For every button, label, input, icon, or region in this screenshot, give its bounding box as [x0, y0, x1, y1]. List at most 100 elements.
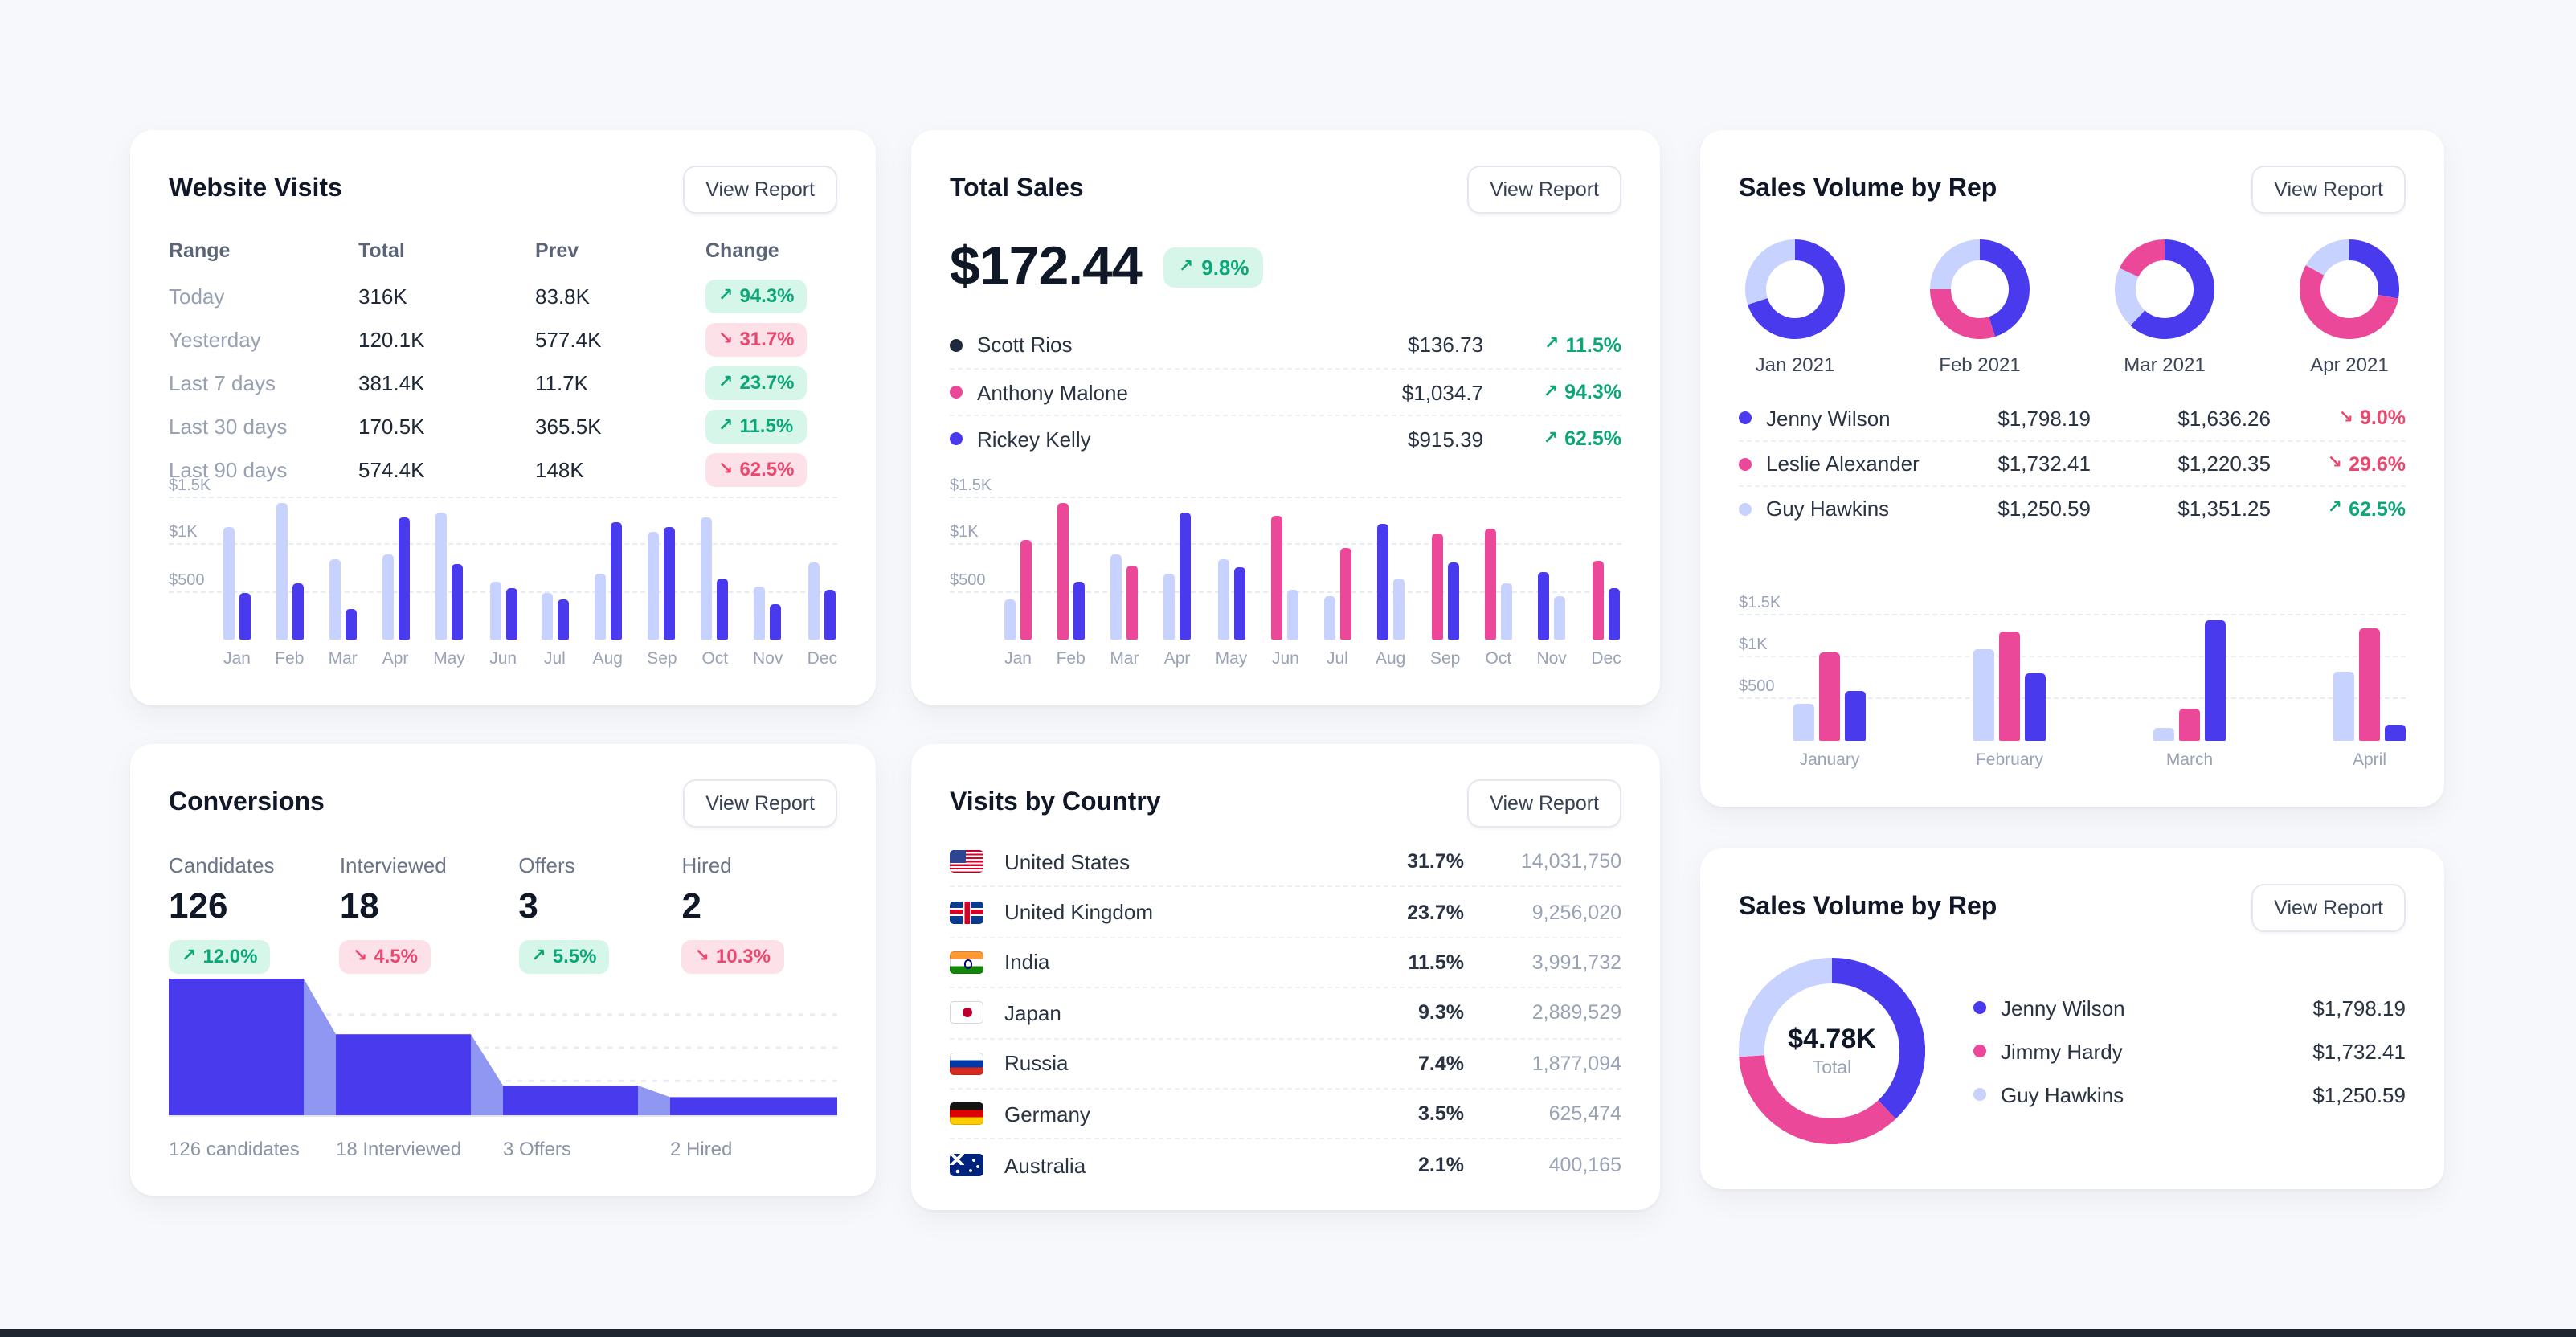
table-header-row: Range Total Prev Change [169, 236, 837, 275]
bar-group: Apr [1163, 498, 1192, 670]
rep-name: Anthony Malone [950, 380, 1294, 404]
view-report-button[interactable]: View Report [1467, 779, 1621, 828]
bar-indigo [239, 593, 251, 640]
bar-pink [1819, 652, 1840, 741]
trend-down-icon: ↘ [694, 947, 709, 966]
card-header: Website Visits View Report [169, 166, 837, 214]
trend-up-icon: ↗ [718, 286, 734, 306]
bars [1217, 498, 1245, 640]
bars [1271, 498, 1299, 640]
total-cell: 316K [358, 284, 407, 309]
x-tick-label: February [1975, 750, 2043, 770]
donut-segment-pink [2119, 239, 2165, 278]
view-report-button[interactable]: View Report [683, 166, 837, 214]
current-value: $1,732.41 [1997, 452, 2091, 476]
donut-month-label: Mar 2021 [2124, 354, 2206, 376]
bar-pink [1057, 503, 1069, 640]
x-tick-label: April [2352, 750, 2386, 770]
range-cell: Today [169, 284, 225, 309]
change-cell: ↘ 31.7% [705, 323, 837, 357]
change-badge: ↗ 5.5% [518, 940, 610, 974]
column-header-range: Range [169, 239, 231, 262]
donut-month-label: Feb 2021 [1939, 354, 2021, 376]
x-tick-label: Apr [382, 649, 409, 668]
previous-value: $1,351.25 [2177, 497, 2271, 521]
range-cell: Last 7 days [169, 371, 276, 395]
view-report-button[interactable]: View Report [2251, 166, 2406, 214]
card-header: Total Sales View Report [950, 166, 1621, 214]
x-tick-label: Jan [1004, 649, 1032, 668]
view-report-button[interactable]: View Report [1467, 166, 1621, 214]
country-visits: 14,031,750 [1520, 850, 1621, 873]
legend-dot [950, 432, 963, 445]
previous-value: $1,636.26 [2177, 406, 2271, 430]
country-percent: 9.3% [1418, 1001, 1464, 1024]
view-report-button[interactable]: View Report [2251, 884, 2406, 932]
rep-name: Leslie Alexander [1739, 452, 1930, 476]
funnel-stage-label: 18 Interviewed [336, 1138, 462, 1160]
x-tick-label: Mar [328, 649, 358, 668]
y-tick-label: $1.5K [169, 477, 211, 495]
current-value: $1,250.59 [1997, 497, 2091, 521]
bars [2333, 615, 2406, 741]
sales-volume-rep-card: Sales Volume by Rep View Report Jan 2021… [1700, 130, 2444, 807]
country-list: United States 31.7% 14,031,750 United Kingd… [950, 837, 1621, 1190]
total-donut-chart: $4.78K Total [1739, 958, 1925, 1144]
bars [1484, 498, 1512, 640]
donut-svg [1930, 239, 2030, 339]
bars [1793, 615, 1866, 741]
gridline [950, 497, 1621, 498]
bars [435, 498, 464, 640]
bar-group: Jul [1323, 498, 1351, 670]
bar-indigo [292, 583, 304, 640]
rep-name: Rickey Kelly [950, 427, 1294, 451]
visits-table: Range Total Prev Change Today 316K 83.8K ↗ 9… [169, 236, 837, 492]
trend-down-icon: ↘ [2338, 407, 2353, 427]
bars [541, 498, 569, 640]
donut-chart: Feb 2021 [1930, 239, 2030, 376]
bar-group: Sep [647, 498, 677, 670]
bars [1973, 615, 2046, 741]
bars [1431, 498, 1459, 640]
bar-indigo [1376, 524, 1388, 640]
stat-value: 126 [169, 885, 228, 926]
conversion-stat: Hired 2 ↘ 10.3% [681, 853, 837, 974]
gridline [169, 591, 837, 593]
bar-lavender [276, 503, 288, 640]
country-visits: 9,256,020 [1531, 901, 1621, 924]
x-tick-label: Jun [489, 649, 517, 668]
bar-lavender [329, 559, 341, 640]
bar-pink [2179, 709, 2200, 741]
x-tick-label: May [433, 649, 465, 668]
country-name: Germany [1004, 1102, 1090, 1126]
donut-total-value: $4.78K [1788, 1024, 1876, 1054]
bar-pink [1271, 516, 1283, 640]
y-tick-label: $500 [1739, 678, 1775, 696]
page-title: Sales Volume by Rep [1739, 175, 1997, 202]
bars [1376, 498, 1405, 640]
trend-up-icon: ↗ [718, 373, 734, 393]
legend-dot [1973, 1001, 1986, 1014]
stat-change: ↗ 12.0% [169, 940, 340, 974]
donut-center: $4.78K Total [1739, 958, 1925, 1144]
rep-value: $915.39 [1408, 427, 1483, 451]
bar-lavender [382, 554, 394, 640]
legend-row: Jimmy Hardy $1,732.41 [1973, 1029, 2406, 1073]
donut-segment-indigo [1831, 958, 1925, 1119]
rep-bar-chart: $1.5K $1K $500 January February March April [1739, 595, 2406, 771]
bar-indigo [557, 599, 569, 640]
conversion-stat: Offers 3 ↗ 5.5% [518, 853, 681, 974]
view-report-button[interactable]: View Report [683, 779, 837, 828]
bar-group: Jan [1004, 498, 1032, 670]
change-value: ↘ 29.6% [2327, 452, 2406, 475]
trend-up-icon: ↗ [718, 416, 734, 436]
country-visits: 400,165 [1548, 1154, 1621, 1177]
total-cell: 381.4K [358, 371, 425, 395]
gridline [1739, 614, 2406, 615]
bar-indigo [770, 604, 782, 640]
total-cell: 170.5K [358, 415, 425, 439]
change-value: ↗ 94.3% [1543, 381, 1621, 403]
country-name: United Kingdom [1004, 900, 1153, 925]
range-cell: Yesterday [169, 328, 261, 352]
